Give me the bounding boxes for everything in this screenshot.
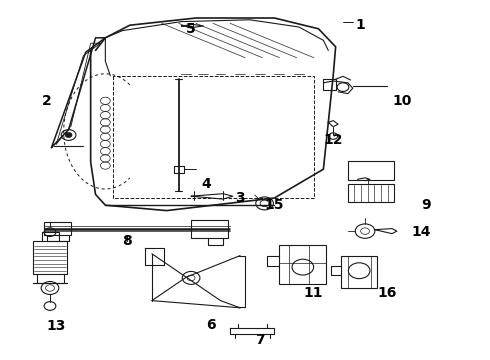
Bar bbox=[279, 245, 326, 284]
Text: 1: 1 bbox=[355, 18, 365, 32]
Bar bbox=[348, 184, 394, 202]
Bar bbox=[191, 220, 228, 238]
Text: 2: 2 bbox=[42, 94, 51, 108]
Text: 7: 7 bbox=[255, 333, 265, 347]
Text: 3: 3 bbox=[235, 191, 245, 205]
Text: 10: 10 bbox=[392, 94, 412, 108]
Text: 5: 5 bbox=[186, 22, 196, 36]
Text: 13: 13 bbox=[47, 319, 66, 333]
Bar bbox=[44, 222, 71, 235]
Bar bbox=[341, 256, 377, 288]
Bar bbox=[33, 241, 67, 274]
Text: 8: 8 bbox=[122, 234, 132, 248]
Text: 16: 16 bbox=[377, 287, 397, 300]
Text: 12: 12 bbox=[323, 134, 343, 147]
Text: 4: 4 bbox=[201, 177, 211, 190]
Text: 6: 6 bbox=[206, 318, 216, 332]
Text: 15: 15 bbox=[265, 198, 284, 212]
Text: 11: 11 bbox=[304, 287, 323, 300]
Text: 14: 14 bbox=[412, 225, 431, 239]
Circle shape bbox=[65, 132, 72, 138]
Text: 9: 9 bbox=[421, 198, 431, 212]
Bar bbox=[323, 79, 336, 90]
Bar bbox=[348, 161, 394, 180]
